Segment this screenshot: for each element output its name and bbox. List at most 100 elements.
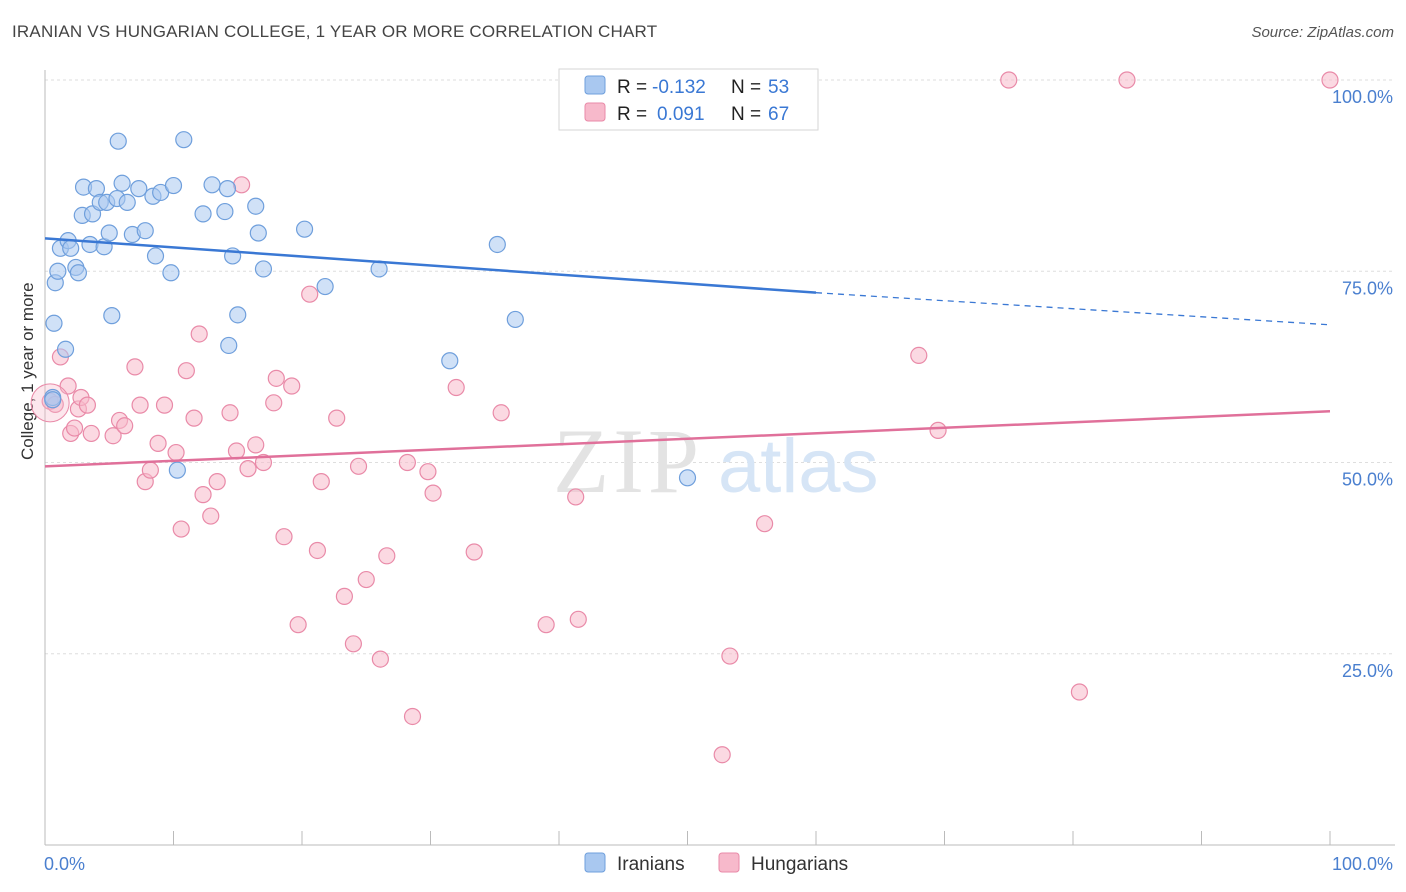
stats-legend-n-value-iranians: 53 (768, 77, 789, 98)
hungarians-point-45 (371, 650, 389, 668)
x-tick-label-1: 100.0% (1332, 854, 1393, 874)
hungarians-point-47 (398, 453, 416, 472)
hungarians-point-25 (208, 473, 226, 491)
iranians-point-3 (49, 262, 67, 280)
hungarians-point-27 (227, 442, 246, 460)
hungarians-point-17 (155, 396, 174, 414)
hungarians-point-16 (149, 434, 167, 452)
hungarians-point-33 (267, 369, 285, 387)
hungarians-point-58 (755, 515, 774, 533)
iranians-point-36 (216, 202, 234, 221)
hungarians-point-61 (929, 421, 947, 439)
hungarians-point-65 (1321, 71, 1339, 89)
watermark-atlas: atlas (718, 424, 879, 509)
hungarians-point-8 (82, 424, 100, 443)
iranians-point-41 (247, 197, 265, 215)
hungarians-point-43 (349, 457, 368, 475)
hungarians-point-9 (104, 427, 122, 445)
hungarians-point-39 (312, 473, 330, 491)
hungarians-point-30 (247, 436, 265, 454)
hungarians-point-26 (221, 404, 239, 422)
hungarians-point-35 (283, 377, 301, 395)
hungarians-trend-line (44, 409, 1331, 468)
hungarians-point-60 (910, 346, 928, 364)
hungarians-point-28 (233, 176, 251, 194)
iranians-point-28 (146, 247, 165, 265)
legend-swatch-iranians (584, 852, 606, 873)
iranians-point-52 (44, 391, 62, 409)
iranians-point-1 (45, 314, 63, 332)
trend-lines (44, 237, 1331, 468)
hungarians-point-36 (289, 616, 307, 634)
iranians-point-21 (109, 132, 127, 150)
iranians-point-19 (103, 307, 121, 325)
hungarians-point-40 (328, 409, 346, 427)
hungarians-point-13 (131, 396, 149, 414)
iranians-point-44 (295, 220, 314, 238)
iranians-point-49 (506, 310, 524, 329)
iranians-point-9 (69, 264, 88, 282)
hungarians-point-12 (126, 358, 144, 376)
stats-legend-r-label-hungarians: R = (617, 104, 647, 125)
iranians-point-48 (488, 235, 506, 254)
hungarians-point-24 (202, 507, 220, 525)
hungarians-point-38 (308, 541, 327, 560)
iranians-point-40 (229, 306, 247, 324)
hungarians-point-23 (194, 486, 212, 504)
x-tick-label-0: 0.0% (44, 854, 85, 874)
hungarians-point-20 (177, 362, 195, 380)
stats-legend-n-label-iranians: N = (731, 77, 761, 98)
iranians-point-38 (220, 336, 238, 355)
tick-labels: 25.0% 50.0% 75.0% 100.0% 0.0% 100.0% (44, 87, 1393, 874)
stats-legend-n-value-hungarians: 67 (768, 104, 789, 125)
iranians-point-7 (62, 239, 80, 257)
hungarians-point-11 (116, 417, 134, 435)
hungarians-point-46 (378, 547, 396, 565)
iranians-point-45 (316, 277, 334, 296)
hungarians-point-32 (265, 394, 283, 412)
hungarians-point-42 (344, 635, 362, 653)
axes (44, 70, 1395, 846)
iranians-point-32 (168, 461, 186, 479)
hungarians-point-63 (1070, 683, 1089, 701)
hungarians-point-56 (569, 610, 587, 628)
hungarians-point-34 (275, 528, 293, 546)
iranians-point-30 (162, 264, 180, 282)
hungarians-point-19 (172, 520, 190, 538)
stats-legend-r-value-iranians: -0.132 (652, 77, 706, 98)
iranians-point-42 (249, 224, 267, 242)
hungarians-point-31 (254, 453, 273, 472)
stats-legend: R = -0.132 N = 53 R = 0.091 N = 67 (558, 68, 819, 131)
y-tick-label-2: 75.0% (1342, 278, 1393, 298)
hungarians-point-52 (465, 543, 483, 561)
stats-legend-swatch-iranians (584, 75, 606, 95)
source-credit: Source: ZipAtlas.com (1251, 24, 1394, 41)
iranians-point-43 (254, 260, 273, 278)
hungarians-point-48 (403, 707, 422, 726)
hungarians-point-57 (721, 647, 739, 665)
iranians-trend-extension (815, 292, 1331, 326)
hungarians-point-15 (141, 461, 159, 479)
hungarians-point-64 (1118, 71, 1136, 89)
hungarians-point-53 (492, 404, 510, 422)
watermark: ZIP atlas (553, 410, 879, 512)
hungarians-point-51 (447, 378, 465, 397)
stats-legend-swatch-hungarians (584, 102, 606, 122)
iranians-point-23 (118, 193, 136, 211)
hungarians-point-21 (185, 409, 203, 427)
iranians-point-50 (678, 469, 697, 487)
chart-title: IRANIAN VS HUNGARIAN COLLEGE, 1 YEAR OR … (12, 22, 658, 41)
iranians-point-47 (441, 352, 459, 370)
y-tick-label-3: 100.0% (1332, 87, 1393, 107)
iranians-point-34 (194, 205, 212, 223)
hungarians-point-54 (537, 616, 555, 634)
hungarians-point-44 (357, 570, 375, 589)
iranians-point-26 (136, 222, 154, 240)
stats-legend-r-label-iranians: R = (617, 77, 647, 98)
hungarians-point-41 (335, 587, 354, 605)
stats-legend-r-value-hungarians: 0.091 (657, 104, 705, 125)
iranians-point-33 (175, 131, 193, 149)
hungarians-point-4 (65, 419, 84, 437)
iranians-point-35 (203, 176, 221, 194)
